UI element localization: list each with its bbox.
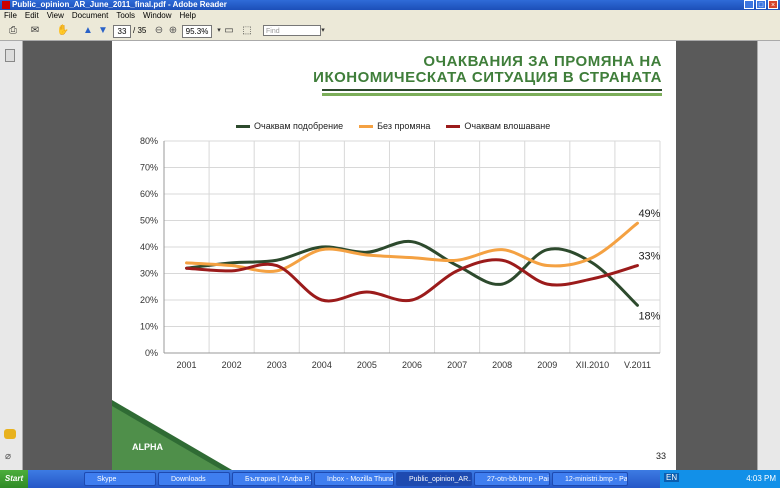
x-tick-label: XII.2010 bbox=[576, 360, 610, 370]
next-page-icon[interactable]: ▼ bbox=[98, 25, 108, 36]
menu-bar: File Edit View Document Tools Window Hel… bbox=[0, 10, 780, 21]
email-icon[interactable]: ✉ bbox=[30, 25, 40, 36]
y-tick-label: 30% bbox=[140, 269, 158, 279]
navigation-panel: ⌀ bbox=[0, 41, 23, 470]
legend-label: Очаквам подобрение bbox=[254, 121, 344, 131]
y-tick-label: 60% bbox=[140, 189, 158, 199]
hand-icon[interactable]: ✋ bbox=[56, 25, 70, 36]
zoom-select[interactable]: 95.3% bbox=[182, 25, 212, 38]
toolbar: ⎙ ✉ ✋ ▲ ▼ 33 / 35 ⊖ ⊕ 95.3% ▾ ▭ ⬚ Find ▾ bbox=[0, 21, 780, 41]
taskbar-item-paint-1[interactable]: 27-otn-bb.bmp - Paint bbox=[474, 472, 550, 486]
adobe-reader-icon bbox=[2, 1, 10, 9]
slide-title-line1: ОЧАКВАНИЯ ЗА ПРОМЯНА НА bbox=[423, 53, 662, 70]
legend-swatch bbox=[359, 124, 374, 128]
zoom-out-icon[interactable]: ⊖ bbox=[154, 25, 164, 36]
alpha-logo: ALPHA bbox=[132, 442, 163, 452]
data-label: 49% bbox=[638, 208, 660, 220]
find-input[interactable]: Find bbox=[263, 25, 321, 36]
legend-swatch bbox=[236, 124, 250, 128]
x-tick-label: 2006 bbox=[402, 360, 422, 370]
menu-document[interactable]: Document bbox=[71, 11, 109, 20]
attachment-icon[interactable]: ⌀ bbox=[5, 451, 12, 462]
alpha-research-corner: ALPHA bbox=[112, 400, 232, 470]
chart-legend: Очаквам подобрение Без промяна Очаквам в… bbox=[236, 121, 550, 131]
language-indicator[interactable]: EN bbox=[664, 473, 680, 482]
data-label: 18% bbox=[638, 310, 660, 322]
comments-icon[interactable] bbox=[4, 429, 16, 439]
zoom-in-icon[interactable]: ⊕ bbox=[168, 25, 178, 36]
x-tick-label: 2004 bbox=[312, 360, 332, 370]
legend-label: Очаквам влошаване bbox=[464, 121, 551, 131]
data-label: 33% bbox=[638, 251, 660, 263]
menu-file[interactable]: File bbox=[4, 11, 17, 20]
pdf-page: ОЧАКВАНИЯ ЗА ПРОМЯНА НА ИКОНОМИЧЕСКАТА С… bbox=[112, 41, 676, 470]
legend-swatch bbox=[446, 124, 461, 128]
title-rule-dark bbox=[322, 89, 662, 91]
x-tick-label: 2008 bbox=[492, 360, 512, 370]
series-line-1 bbox=[185, 221, 639, 273]
line-chart: 0% 10% 20% 30% 40% 50% 60% 70% 80% 2001 2002 2003 20… bbox=[140, 136, 661, 370]
menu-edit[interactable]: Edit bbox=[24, 11, 39, 20]
x-tick-label: V.2011 bbox=[624, 360, 651, 370]
taskbar-item-thunderbird[interactable]: Inbox - Mozilla Thund... bbox=[314, 472, 394, 486]
fit-width-icon[interactable]: ⬚ bbox=[242, 25, 252, 36]
menu-tools[interactable]: Tools bbox=[116, 11, 136, 20]
taskbar: Start Skype Downloads България | "Алфа Р… bbox=[0, 470, 780, 488]
x-tick-label: 2009 bbox=[537, 360, 557, 370]
fit-page-icon[interactable]: ▭ bbox=[224, 25, 234, 36]
series-line-0 bbox=[185, 239, 639, 307]
maximize-button[interactable]: □ bbox=[756, 0, 766, 9]
legend-item-worsening: Очаквам влошаване bbox=[446, 121, 550, 131]
start-button[interactable]: Start bbox=[0, 470, 28, 488]
taskbar-item-browser[interactable]: България | "Алфа Р... bbox=[232, 472, 312, 486]
previous-page-icon[interactable]: ▲ bbox=[83, 25, 93, 36]
find-dropdown-icon[interactable]: ▾ bbox=[321, 27, 325, 34]
x-tick-label: 2001 bbox=[177, 360, 197, 370]
system-tray: EN 4:03 PM bbox=[660, 470, 780, 488]
chevron-down-icon[interactable]: ▾ bbox=[217, 27, 221, 34]
window-title-bar: Public_opinion_AR_June_2011_final.pdf - … bbox=[0, 0, 780, 10]
y-tick-label: 10% bbox=[140, 322, 158, 332]
y-tick-label: 40% bbox=[140, 242, 158, 252]
menu-view[interactable]: View bbox=[46, 11, 64, 20]
right-panel bbox=[757, 41, 780, 470]
x-tick-label: 2007 bbox=[447, 360, 467, 370]
title-rule-green bbox=[322, 93, 662, 96]
window-title: Public_opinion_AR_June_2011_final.pdf - … bbox=[12, 0, 227, 9]
minimize-button[interactable]: _ bbox=[744, 0, 754, 9]
taskbar-item-skype[interactable]: Skype bbox=[84, 472, 156, 486]
close-button[interactable]: × bbox=[768, 0, 778, 9]
x-tick-label: 2002 bbox=[222, 360, 242, 370]
series-line-2 bbox=[185, 258, 639, 303]
y-tick-label: 70% bbox=[140, 163, 158, 173]
taskbar-item-paint-2[interactable]: 12-ministri.bmp - Paint bbox=[552, 472, 628, 486]
pages-icon[interactable] bbox=[5, 49, 15, 62]
page-total: / 35 bbox=[133, 26, 147, 35]
taskbar-item-adobe-reader[interactable]: Public_opinion_AR... bbox=[396, 472, 472, 486]
x-tick-label: 2003 bbox=[267, 360, 287, 370]
y-tick-label: 50% bbox=[140, 216, 158, 226]
page-number-input[interactable]: 33 bbox=[113, 25, 131, 38]
print-icon[interactable]: ⎙ bbox=[9, 25, 17, 36]
y-tick-label: 20% bbox=[140, 295, 158, 305]
menu-window[interactable]: Window bbox=[143, 11, 172, 20]
slide-title-line2: ИКОНОМИЧЕСКАТА СИТУАЦИЯ В СТРАНАТА bbox=[313, 69, 662, 86]
clock: 4:03 PM bbox=[746, 474, 776, 483]
taskbar-item-downloads[interactable]: Downloads bbox=[158, 472, 230, 486]
y-tick-label: 80% bbox=[140, 136, 158, 146]
legend-item-improvement: Очаквам подобрение bbox=[236, 121, 343, 131]
legend-item-no-change: Без промяна bbox=[359, 121, 430, 131]
legend-label: Без промяна bbox=[377, 121, 431, 131]
x-tick-label: 2005 bbox=[357, 360, 377, 370]
slide-page-number: 33 bbox=[655, 451, 666, 461]
y-tick-label: 0% bbox=[145, 348, 158, 358]
menu-help[interactable]: Help bbox=[179, 11, 196, 20]
